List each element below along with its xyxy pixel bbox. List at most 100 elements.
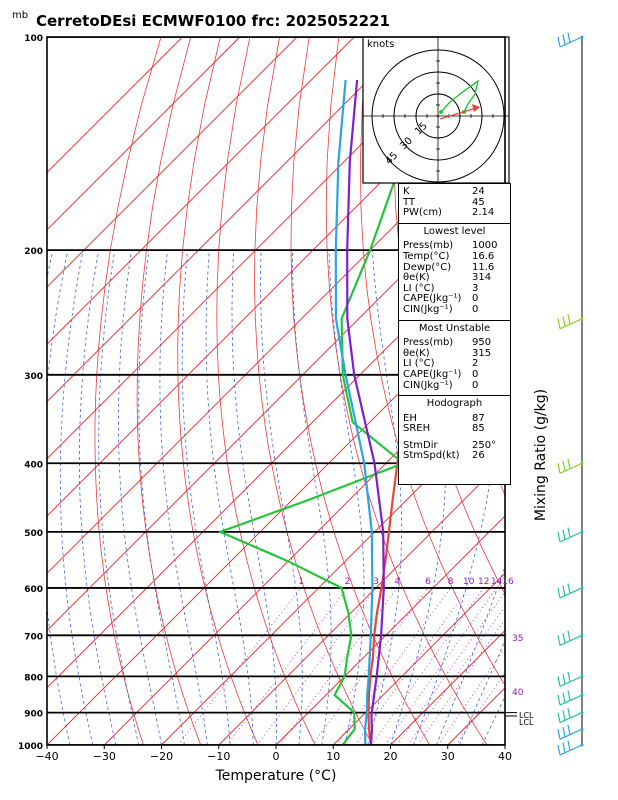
hodograph-trace: [440, 79, 480, 113]
wind-barb-dot: [580, 35, 584, 39]
wind-barb-dot: [580, 693, 584, 697]
isotherm: [161, 400, 505, 745]
wind-barb: [557, 671, 584, 687]
wind-barb: [557, 32, 584, 48]
wind-barb-feather: [557, 694, 561, 706]
isotherm: [275, 515, 505, 745]
lowest-level-block: Press(mb) 1000 Temp(°C) 16.6 Dewp(°C) 11.6 …: [399, 241, 510, 315]
k-label: K: [403, 186, 410, 197]
mixing-ratio-line: [384, 587, 497, 745]
wind-barb-feather: [557, 712, 561, 723]
mixing-ratio-label: 4: [394, 577, 400, 587]
tt-label: TT: [403, 196, 416, 208]
temperature-tick-label: −10: [207, 750, 230, 763]
ll-li-value: 3: [472, 282, 479, 294]
wind-barb-staff: [559, 462, 583, 474]
pressure-tick-label: 900: [24, 710, 43, 720]
isotherm: [47, 37, 298, 288]
wind-barb: [557, 314, 584, 330]
pressure-tick-label: 600: [24, 585, 43, 595]
pressure-tick-label: 800: [24, 673, 43, 683]
sreh-label: SREH: [403, 423, 431, 435]
isotherm: [47, 37, 183, 174]
temperature-tick-label: −30: [93, 750, 116, 763]
wind-barb-dot: [580, 743, 584, 747]
ll-cape-label: CAPE(Jkg⁻¹): [403, 293, 462, 305]
mixing-ratio-label: 2: [345, 577, 351, 587]
moist-adiabat: [458, 639, 505, 745]
x-axis-label: Temperature (°C): [215, 768, 337, 784]
pressure-tick-label: 700: [24, 632, 43, 642]
dry-adiabat: [177, 37, 259, 745]
wind-barb-feather: [567, 458, 571, 469]
wind-barb-feather: [557, 318, 561, 329]
isotherm: [47, 171, 505, 632]
ll-cape-value: 0: [472, 293, 479, 305]
wind-barb-feather: [562, 692, 566, 703]
hodograph-header: Hodograph: [426, 398, 483, 410]
dry-adiabat: [254, 37, 373, 745]
mu-cape-value: 0: [472, 368, 479, 380]
wind-barb-feather: [557, 635, 561, 646]
wind-barb-feather: [562, 726, 566, 738]
mixing-ratio-label: 12: [478, 577, 489, 587]
wind-barb-staff: [559, 634, 583, 646]
ll-dewp-label: Dewp(°C): [403, 261, 452, 273]
isotherm: [47, 37, 412, 403]
temperature-tick-label: 0: [273, 750, 280, 763]
temperature-tick-label: 10: [326, 750, 340, 763]
ll-cin-label: CIN(Jkg⁻¹): [403, 303, 453, 315]
wind-barb: [557, 527, 584, 543]
wind-barb: [557, 630, 584, 646]
mixing-ratio-line: [396, 591, 505, 745]
pressure-tick-label: 100: [24, 34, 43, 44]
wind-barb-dot: [580, 674, 584, 678]
wind-barb-feather: [557, 744, 561, 756]
isotherm: [47, 37, 241, 231]
mixing-ratio-line: [256, 587, 377, 745]
wind-barb-feather: [557, 676, 561, 687]
moist-adiabat: [118, 250, 162, 745]
hodograph-start-dot: [439, 110, 443, 114]
wind-barb-staff: [559, 36, 583, 48]
ll-dewp-value: 11.6: [472, 261, 495, 273]
indices-block: K 24 TT 45 PW(cm) 2.14: [399, 184, 510, 219]
wind-barb-dot: [580, 586, 584, 590]
wind-barb-staff: [559, 675, 583, 687]
wind-barb-dot: [580, 727, 584, 731]
mu-cape-label: CAPE(Jkg⁻¹): [403, 368, 462, 380]
wind-barb-feather: [557, 587, 561, 599]
temperature-tick-label: −40: [35, 750, 58, 763]
moist-adiabat: [159, 250, 208, 745]
lcl-label-lower: LCL: [519, 718, 534, 727]
eh-label: EH: [403, 412, 417, 424]
k-value: 24: [472, 186, 485, 197]
moist-adiabat: [98, 250, 139, 745]
pressure-tick-label: 500: [24, 529, 43, 539]
wind-barb: [557, 690, 584, 706]
moist-adiabat: [59, 250, 94, 745]
mixing-ratio-label: 14: [491, 577, 503, 587]
dry-adiabat: [290, 37, 431, 745]
wind-barb-staff: [559, 744, 583, 756]
wind-barb-feather: [567, 724, 571, 735]
dewpoint-line: [219, 37, 459, 745]
wind-barb-feather: [562, 585, 566, 596]
ll-press-value: 1000: [472, 240, 498, 252]
ll-press-label: Press(mb): [403, 240, 454, 252]
ll-cin-value: 0: [472, 303, 479, 315]
mu-li-label: LI (°C): [403, 358, 435, 370]
dry-adiabat: [216, 37, 316, 745]
pressure-tick-label: 400: [24, 460, 43, 470]
mixing-ratio-label: 3: [373, 577, 379, 587]
temperature-tick-label: 20: [384, 750, 398, 763]
wind-barb-feather: [567, 32, 571, 43]
temperature-line: [367, 246, 505, 745]
wind-barb: [557, 458, 584, 474]
ll-li-label: LI (°C): [403, 282, 435, 294]
ll-temp-label: Temp(°C): [403, 250, 450, 262]
wind-barb-feather: [567, 583, 571, 594]
sreh-value: 85: [472, 423, 485, 435]
stmdir-value: 250°: [472, 439, 497, 451]
